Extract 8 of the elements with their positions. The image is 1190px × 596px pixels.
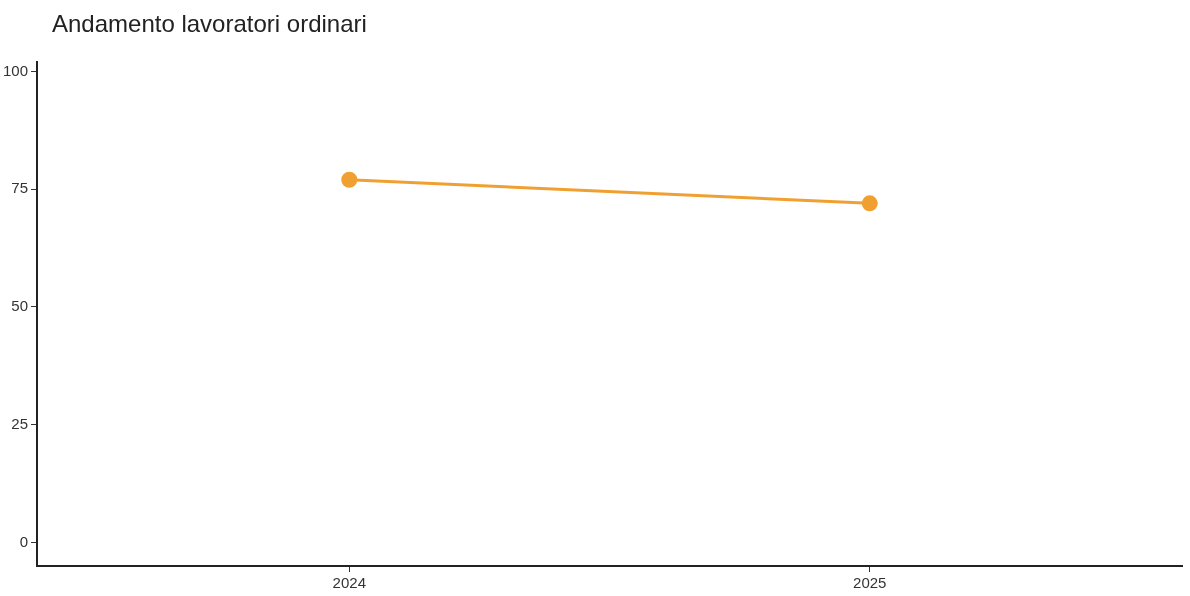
y-tick-label: 50: [11, 297, 29, 315]
y-tick-label: 25: [11, 414, 29, 432]
x-tick-label: 2024: [332, 574, 366, 592]
x-tick-label: 2025: [853, 574, 887, 592]
y-tick-label: 100: [3, 61, 29, 79]
chart-title: Andamento lavoratori ordinari: [52, 10, 367, 38]
y-tick-label: 75: [11, 179, 29, 197]
y-tick-label: 0: [19, 532, 29, 550]
